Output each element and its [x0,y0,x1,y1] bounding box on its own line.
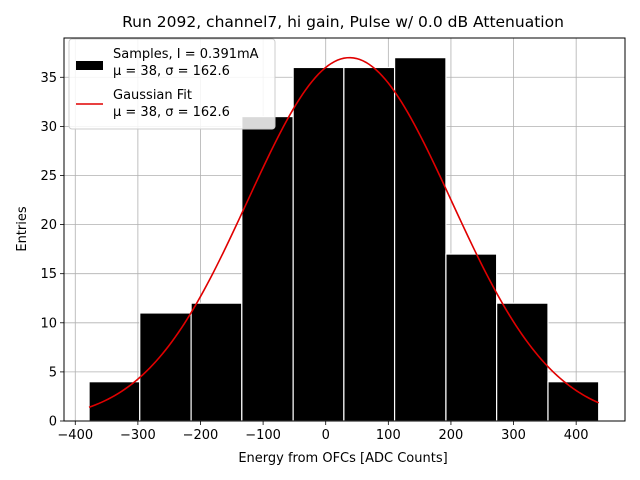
y-tick-label: 15 [40,267,57,282]
plot-frame [63,37,626,422]
x-tick-label: −300 [120,428,156,443]
x-tick-label: 0 [322,428,330,443]
x-tick-label: 300 [501,428,526,443]
y-tick-label: 35 [40,71,57,86]
histogram-bar [445,253,498,422]
legend-box [68,38,276,130]
x-tick-label: −200 [183,428,219,443]
x-tick-label: 400 [564,428,589,443]
x-tick-label: 200 [439,428,464,443]
legend-samples-label: Samples, I = 0.391mA [113,47,259,62]
histogram-bar [241,115,294,422]
histogram-bar [139,312,192,422]
legend: Samples, I = 0.391mA μ = 38, σ = 162.6 G… [68,38,276,130]
histogram-bar [393,57,447,422]
y-tick-label: 10 [40,316,57,331]
gaussian-fit-curve [88,56,600,408]
x-tick-label: −100 [245,428,281,443]
legend-samples-stats: μ = 38, σ = 162.6 [113,64,230,79]
histogram-bars [88,57,600,422]
histogram-bar [292,66,345,422]
y-axis-label: Entries [15,206,30,252]
legend-samples-swatch [76,61,103,70]
y-tick-label: 0 [49,415,57,430]
legend-fit-label: Gaussian Fit [113,88,192,103]
chart-title: Run 2092, channel7, hi gain, Pulse w/ 0.… [122,13,564,31]
legend-fit-stats: μ = 38, σ = 162.6 [113,105,230,120]
histogram-bar [547,381,600,422]
histogram-bar [343,66,396,422]
x-tick-label: 100 [376,428,401,443]
histogram-bar [190,302,243,422]
histogram-bar [496,302,549,422]
x-tick-label: −400 [57,428,93,443]
x-axis-label: Energy from OFCs [ADC Counts] [238,451,447,466]
y-tick-label: 30 [40,120,57,135]
y-tick-label: 5 [49,365,57,380]
axis-ticks: −400 −300 −200 −100 0 100 200 300 400 0 5 10 15 20 25 3… [40,71,588,443]
y-tick-label: 25 [40,169,57,184]
histogram-bar [88,381,141,422]
y-tick-label: 20 [40,218,57,233]
